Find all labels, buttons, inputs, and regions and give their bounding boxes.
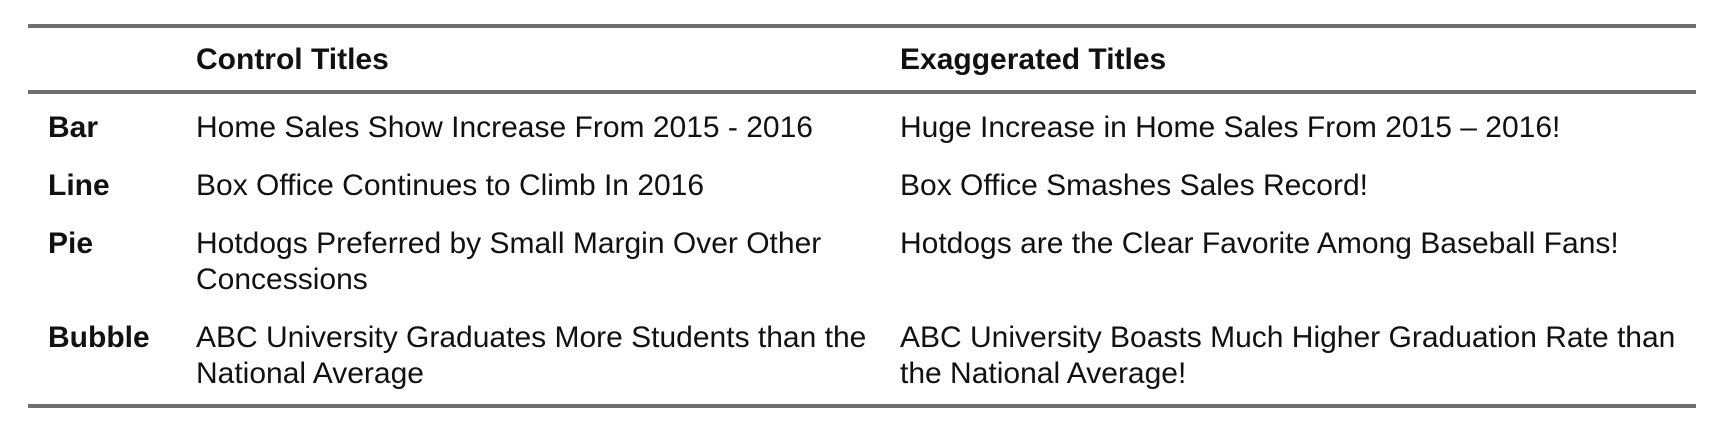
row-label: Bar xyxy=(48,111,99,144)
row-label: Bubble xyxy=(48,321,150,354)
control-title: Box Office Continues to Climb In 2016 xyxy=(196,169,705,202)
row-label: Line xyxy=(48,169,110,202)
header-rule xyxy=(28,90,1696,94)
table-row: Bar Home Sales Show Increase From 2015 -… xyxy=(28,94,1696,156)
table-row: Pie Hotdogs Preferred by Small Margin Ov… xyxy=(28,214,1696,308)
header-empty xyxy=(28,28,196,90)
table-grid: Control Titles Exaggerated Titles xyxy=(28,28,1696,90)
exaggerated-title: Hotdogs are the Clear Favorite Among Bas… xyxy=(900,227,1619,260)
control-title: Home Sales Show Increase From 2015 - 201… xyxy=(196,111,813,144)
exaggerated-title: Huge Increase in Home Sales From 2015 – … xyxy=(900,111,1561,144)
exaggerated-title: ABC University Boasts Much Higher Gradua… xyxy=(900,321,1676,390)
titles-table: Control Titles Exaggerated Titles Bar Ho… xyxy=(28,24,1696,408)
table-row: Bubble ABC University Graduates More Stu… xyxy=(28,308,1696,404)
row-label: Pie xyxy=(48,227,94,260)
header-row: Control Titles Exaggerated Titles xyxy=(28,28,1696,90)
table-row: Line Box Office Continues to Climb In 20… xyxy=(28,156,1696,214)
header-control-titles: Control Titles xyxy=(196,43,389,76)
control-title: ABC University Graduates More Students t… xyxy=(196,321,867,390)
header-exaggerated-titles: Exaggerated Titles xyxy=(900,43,1167,76)
exaggerated-title: Box Office Smashes Sales Record! xyxy=(900,169,1368,202)
table-body-grid: Bar Home Sales Show Increase From 2015 -… xyxy=(28,94,1696,404)
bottom-rule xyxy=(28,404,1696,408)
control-title: Hotdogs Preferred by Small Margin Over O… xyxy=(196,227,822,296)
top-rule xyxy=(28,24,1696,28)
